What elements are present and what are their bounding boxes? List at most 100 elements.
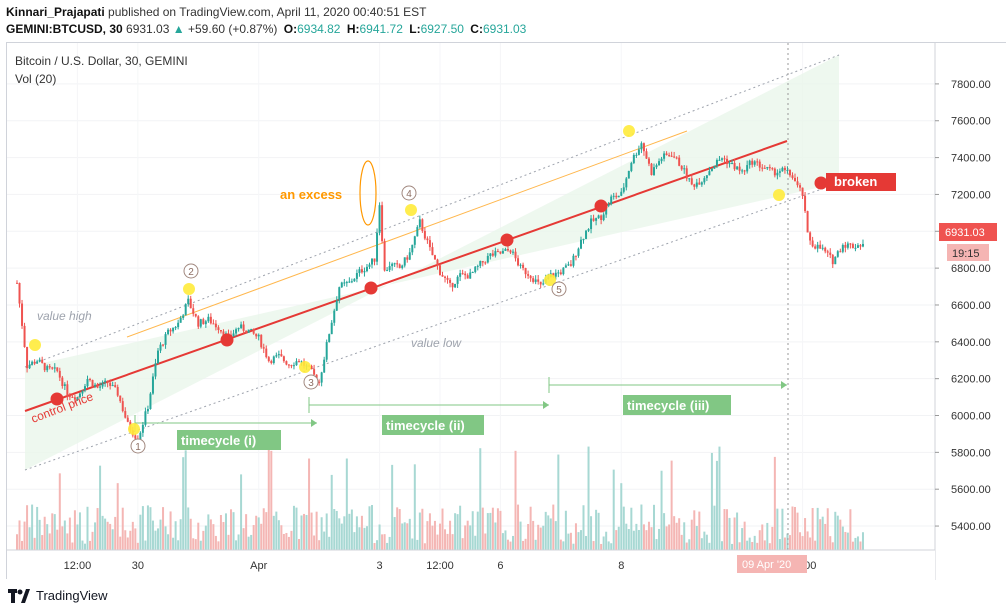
- candle-body: [411, 244, 414, 253]
- candle-body: [207, 316, 210, 322]
- tradingview-logo[interactable]: TradingView: [8, 588, 108, 603]
- candle-body: [456, 276, 459, 284]
- candle-body: [658, 161, 661, 166]
- control-point: [220, 333, 234, 347]
- channel-upper-line: [24, 54, 840, 368]
- candle-body: [768, 167, 771, 169]
- volume-bar: [162, 507, 165, 550]
- volume-bar: [788, 535, 791, 550]
- candle-body: [698, 182, 701, 185]
- candle-body: [625, 178, 628, 188]
- volume-bar: [670, 460, 673, 550]
- candle-body: [758, 161, 761, 168]
- high-value: 6941.72: [359, 22, 403, 36]
- time-tick-label: 6: [497, 560, 503, 572]
- cycle-point-marker: [551, 281, 567, 297]
- candle-body: [192, 308, 195, 314]
- candle-body: [146, 408, 149, 412]
- channel-lower-line: [24, 182, 840, 471]
- candles: [16, 141, 864, 447]
- volume-bar: [753, 535, 756, 550]
- cycle-point-number: 2: [188, 267, 194, 278]
- volume-bar: [212, 524, 215, 550]
- candle-body: [610, 196, 613, 205]
- candle-body: [156, 350, 159, 364]
- candle-body: [501, 250, 504, 254]
- candle-body: [781, 167, 784, 172]
- volume-bar: [856, 536, 859, 550]
- volume-bar: [635, 523, 638, 550]
- volume-bar: [401, 523, 404, 550]
- volume-bar: [617, 526, 620, 550]
- candle-body: [418, 219, 421, 228]
- price-axis[interactable]: 7800.007600.007400.007200.007000.006800.…: [934, 43, 1007, 580]
- candle-body: [18, 282, 21, 304]
- candle-body: [121, 401, 124, 412]
- candle-body: [126, 417, 129, 422]
- candle-body: [292, 365, 295, 367]
- candle-body: [574, 255, 577, 257]
- volume-bar: [99, 465, 102, 550]
- volume-bar: [23, 521, 26, 550]
- candle-body: [144, 411, 147, 425]
- candle-body: [642, 143, 645, 152]
- volume-bar: [426, 521, 429, 550]
- candle-body: [431, 247, 434, 256]
- volume-bar: [839, 519, 842, 550]
- last-price-badge: [939, 223, 997, 241]
- candle-body: [459, 273, 462, 277]
- candle-body: [28, 364, 31, 369]
- volume-bar: [149, 507, 152, 550]
- yellow-marker: [544, 274, 556, 286]
- candle-body: [277, 354, 280, 356]
- candle-body: [348, 281, 351, 283]
- candle-body: [154, 363, 157, 377]
- author-name[interactable]: Kinnari_Prajapati: [6, 5, 105, 19]
- candle-body: [235, 329, 238, 334]
- volume-bar: [592, 541, 595, 550]
- volume-bar: [529, 506, 532, 550]
- candle-body: [632, 154, 635, 164]
- volume-bar: [262, 508, 265, 550]
- volume-bar: [134, 528, 137, 550]
- candle-body: [509, 250, 512, 253]
- publish-info: Kinnari_Prajapati published on TradingVi…: [6, 5, 426, 19]
- candle-body: [771, 168, 774, 170]
- volume-bar: [51, 513, 54, 550]
- candle-body: [751, 160, 754, 165]
- candle-body: [534, 279, 537, 282]
- volume-bar: [16, 534, 18, 550]
- volume-bar: [849, 509, 852, 550]
- volume-bar: [164, 526, 167, 550]
- candle-body: [240, 324, 243, 328]
- candle-body: [23, 325, 26, 347]
- candle-body: [149, 393, 152, 409]
- volume-bar: [438, 523, 441, 550]
- candle-body: [290, 365, 293, 367]
- volume-bar: [519, 521, 522, 550]
- volume-bar: [499, 510, 502, 550]
- value-high-label: value high: [37, 309, 92, 323]
- volume-bar: [756, 542, 759, 550]
- candle-body: [371, 258, 374, 265]
- footer: TradingView: [0, 582, 1007, 615]
- candle-body: [119, 395, 122, 402]
- volume-bar: [605, 531, 608, 550]
- volume-bar: [640, 504, 643, 550]
- candle-body: [567, 264, 570, 266]
- candle-body: [114, 385, 117, 388]
- volume-bar: [252, 525, 255, 550]
- candle-body: [693, 184, 696, 187]
- candle-body: [58, 370, 61, 378]
- candle-body: [469, 272, 472, 279]
- candle-body: [416, 227, 419, 237]
- volume-bar: [182, 457, 185, 550]
- candle-body: [325, 342, 328, 360]
- timecycle-1-label: timecycle (i): [181, 433, 256, 448]
- candle-body: [212, 323, 215, 325]
- candle-body: [378, 205, 381, 233]
- candle-body: [660, 158, 663, 162]
- volume-bar: [209, 519, 212, 550]
